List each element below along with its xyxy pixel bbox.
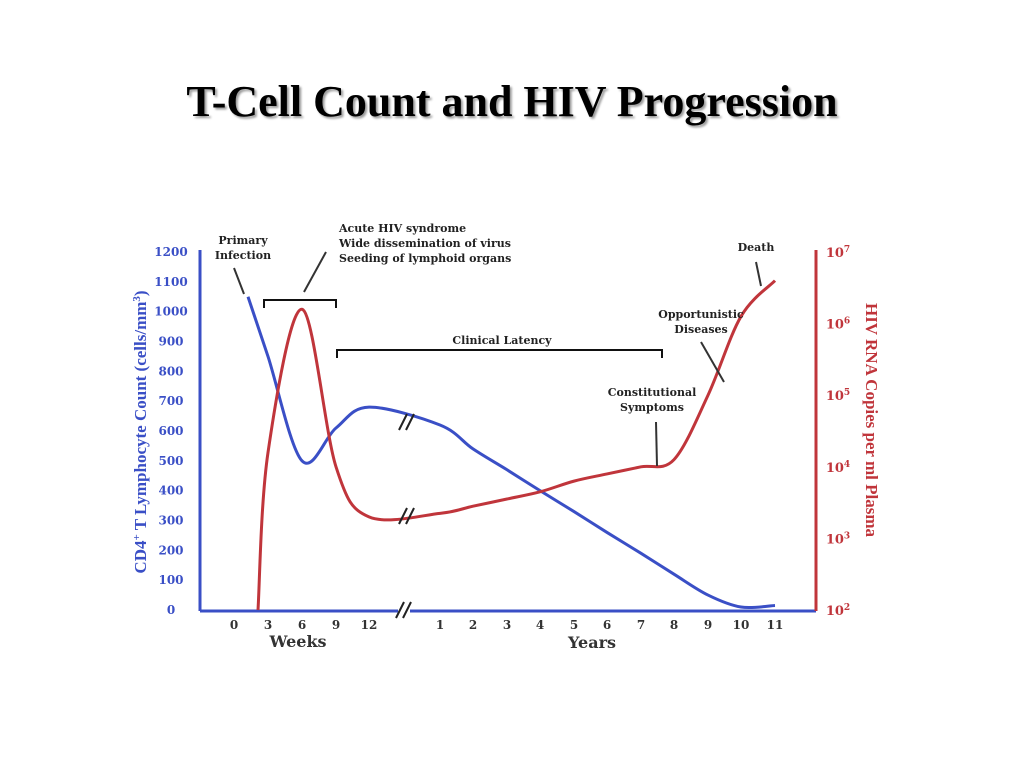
x-axis-weeks-label: Weeks — [268, 632, 326, 651]
left-y-tick-label: 1200 — [154, 245, 187, 259]
left-y-tick-label: 800 — [158, 364, 183, 378]
pointer-line — [655, 421, 658, 467]
x-tick-label: 6 — [298, 618, 306, 632]
left-y-tick-label: 1000 — [154, 305, 187, 319]
left-y-tick-label: 100 — [158, 573, 183, 587]
x-tick-label: 0 — [230, 618, 238, 632]
annotation-clinical-latency: Clinical Latency — [452, 334, 552, 347]
x-tick-label: 2 — [469, 618, 477, 632]
right-y-tick-label: 104 — [826, 460, 850, 476]
x-tick-label: 11 — [767, 618, 784, 632]
x-tick-label: 10 — [733, 618, 750, 632]
x-tick-label: 6 — [603, 618, 611, 632]
left-y-axis-label: CD4+ T Lymphocyte Count (cells/mm3) — [131, 290, 150, 573]
x-tick-label: 8 — [670, 618, 678, 632]
cd4-series-line — [246, 296, 776, 610]
pointer-line — [303, 251, 327, 293]
x-tick-label: 5 — [570, 618, 578, 632]
latency-bracket — [336, 349, 663, 358]
acute-bracket — [263, 299, 337, 308]
series-break-mark — [398, 507, 415, 525]
left-y-tick-label: 200 — [158, 543, 183, 557]
right-y-tick-label: 102 — [826, 603, 850, 619]
x-tick-label: 3 — [264, 618, 272, 632]
annotation-primary-infection: Primary Infection — [215, 234, 271, 262]
x-axis-break — [395, 601, 412, 619]
annotation-constitutional-symptoms: Constitutional Symptoms — [608, 386, 697, 414]
pointer-line — [700, 341, 725, 383]
left-y-tick-label: 900 — [158, 335, 183, 349]
right-y-tick-label: 107 — [826, 245, 850, 261]
x-tick-label: 1 — [436, 618, 444, 632]
left-y-tick-label: 500 — [158, 454, 183, 468]
pointer-line — [755, 261, 762, 287]
left-y-tick-label: 1100 — [154, 275, 187, 289]
rna-series-line — [256, 279, 777, 611]
pointer-line — [233, 267, 245, 295]
right-y-tick-label: 105 — [826, 388, 850, 404]
left-y-tick-label: 600 — [158, 424, 183, 438]
x-tick-label: 9 — [704, 618, 712, 632]
right-y-tick-label: 103 — [826, 531, 850, 547]
left-y-tick-label: 0 — [167, 603, 175, 617]
left-y-tick-label: 700 — [158, 394, 183, 408]
right-y-axis-label: HIV RNA Copies per ml Plasma — [862, 303, 881, 538]
annotation-acute-hiv: Acute HIV syndrome Wide dissemination of … — [338, 222, 511, 265]
x-axis-years-label: Years — [567, 633, 616, 652]
left-y-tick-label: 400 — [158, 484, 183, 498]
x-tick-label: 3 — [503, 618, 511, 632]
x-tick-label: 4 — [536, 618, 544, 632]
series-break-mark — [398, 413, 415, 431]
x-tick-label: 12 — [361, 618, 378, 632]
left-y-tick-label: 300 — [158, 514, 183, 528]
x-tick-label: 7 — [637, 618, 645, 632]
annotation-death: Death — [738, 241, 775, 254]
x-tick-label: 9 — [332, 618, 340, 632]
annotation-opportunistic-diseases: Opportunistic Diseases — [658, 308, 744, 336]
slide-title: T-Cell Count and HIV Progression — [186, 77, 838, 126]
right-y-tick-label: 106 — [826, 317, 850, 333]
